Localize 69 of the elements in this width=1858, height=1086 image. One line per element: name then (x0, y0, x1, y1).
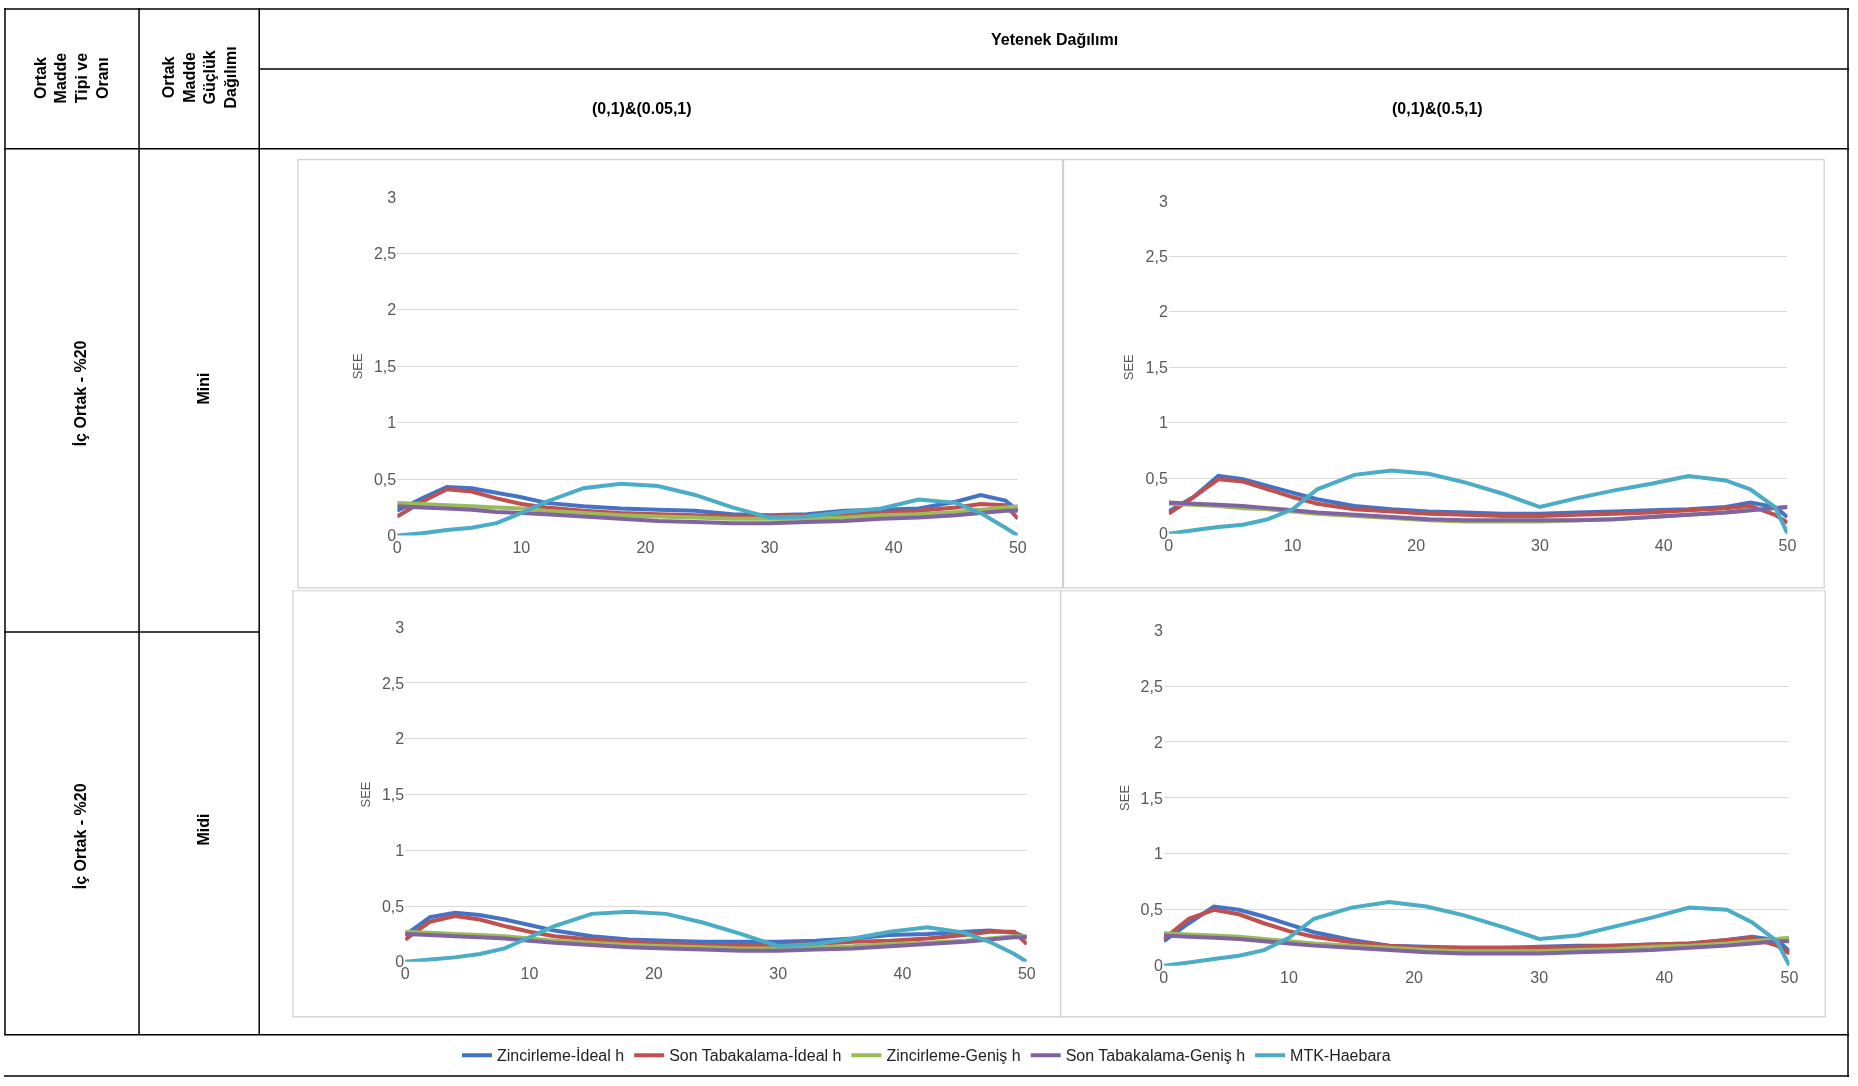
x-tick-label: 10 (512, 538, 531, 556)
line-series (397, 500, 1018, 521)
y-tick-label: 0,5 (1145, 469, 1168, 487)
y-tick-label: 2 (387, 301, 397, 319)
y-tick-label: 2,5 (381, 674, 405, 692)
y-tick-label: 2,5 (373, 245, 397, 263)
x-tick-label: 40 (1655, 968, 1674, 986)
x-tick-label: 50 (1780, 968, 1799, 986)
y-tick-label: 2,5 (1145, 247, 1168, 265)
x-tick-label: 20 (1407, 536, 1426, 554)
y-tick-label: 2,5 (1140, 677, 1163, 695)
text: Ortak Madde Tipi ve Oranı (31, 52, 112, 104)
y-tick-label: 2 (1158, 303, 1168, 321)
line-series (1168, 477, 1788, 525)
x-tick-label: 20 (1405, 968, 1424, 986)
y-tick-label: 0,5 (1140, 901, 1163, 919)
y-axis-title: SEE (1116, 784, 1132, 811)
text: (0,1)&(0.05,1) (592, 100, 692, 117)
x-tick-label: 50 (1778, 536, 1797, 554)
y-tick-label: 1 (395, 841, 405, 859)
text: Mini (194, 372, 212, 405)
legend-label: Son Tabakalama-Geniş h (1065, 1047, 1246, 1065)
x-tick-label: 30 (769, 964, 788, 982)
legend-label: Zincirleme-Geniş h (886, 1047, 1021, 1065)
y-tick-label: 3 (1153, 621, 1163, 639)
text: Ortak Madde Güçlük Dağılımı (159, 46, 240, 109)
legend-label: MTK-Haebara (1290, 1047, 1391, 1065)
x-tick-label: 40 (884, 538, 903, 556)
y-tick-label: 0,5 (381, 897, 405, 915)
line-series (397, 481, 1018, 536)
y-tick-label: 2 (1153, 733, 1163, 751)
x-tick-label: 50 (1017, 964, 1036, 982)
y-tick-label: 3 (395, 618, 405, 636)
x-tick-label: 30 (760, 538, 779, 556)
legend-label: Zincirleme-İdeal h (497, 1046, 625, 1065)
legend-label: Son Tabakalama-İdeal h (669, 1046, 842, 1065)
x-tick-label: 40 (1654, 536, 1673, 554)
x-tick-label: 30 (1530, 968, 1549, 986)
x-tick-label: 30 (1531, 536, 1549, 554)
x-tick-label: 10 (1280, 968, 1298, 986)
x-tick-label: 10 (1283, 536, 1302, 554)
y-tick-label: 1 (387, 414, 397, 432)
y-tick-label: 0,5 (373, 470, 397, 488)
y-tick-label: 1 (1153, 845, 1163, 863)
y-axis-title: SEE (357, 781, 373, 808)
line-series (397, 504, 1018, 526)
x-tick-label: 40 (893, 964, 912, 982)
y-axis-title: SEE (1121, 353, 1137, 381)
text: (0,1)&(0.5,1) (1392, 100, 1483, 117)
text: Yetenek Dağılımı (991, 31, 1119, 48)
x-tick-label: 20 (644, 964, 663, 982)
y-axis-title: SEE (349, 352, 365, 380)
line-series (1163, 900, 1790, 966)
y-tick-label: 1,5 (1145, 358, 1168, 376)
y-tick-label: 3 (1158, 192, 1168, 210)
y-tick-label: 3 (387, 188, 397, 206)
y-tick-label: 1,5 (1140, 789, 1163, 807)
x-tick-label: 20 (636, 538, 655, 556)
y-tick-label: 1,5 (381, 786, 405, 804)
y-tick-label: 2 (395, 730, 405, 748)
text: İç Ortak - %20 (71, 783, 89, 890)
x-tick-label: 50 (1008, 538, 1027, 556)
line-series (405, 909, 1027, 962)
text: İç Ortak - %20 (71, 340, 89, 447)
line-series (1168, 468, 1788, 534)
text: Midi (194, 813, 212, 846)
x-tick-label: 10 (520, 964, 539, 982)
y-tick-label: 1,5 (373, 357, 397, 375)
y-tick-label: 1 (1158, 414, 1168, 432)
